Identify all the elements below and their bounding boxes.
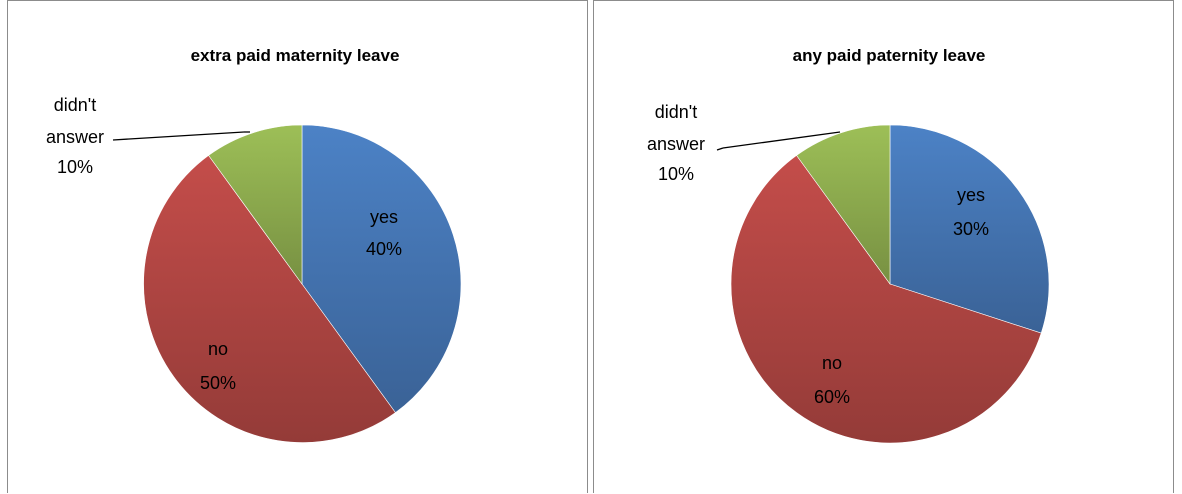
pie-slice-yes bbox=[301, 124, 462, 414]
chart-title: extra paid maternity leave bbox=[191, 46, 400, 65]
slice-label-yes: yes bbox=[957, 185, 985, 205]
leader-line bbox=[112, 131, 245, 141]
slice-pct-yes: 40% bbox=[366, 239, 402, 259]
chart-title: any paid paternity leave bbox=[793, 46, 986, 65]
slice-label-didnt-line2: answer bbox=[647, 134, 705, 154]
slice-label-didnt-line2: answer bbox=[46, 127, 104, 147]
slice-pct-didnt: 10% bbox=[658, 164, 694, 184]
slice-label-yes: yes bbox=[370, 207, 398, 227]
pie-slice-yes bbox=[889, 124, 1050, 334]
slice-label-no: no bbox=[822, 353, 842, 373]
pie-slice-didn-t-answer bbox=[796, 124, 891, 285]
slice-label-didnt-line1: didn't bbox=[54, 95, 96, 115]
slice-pct-no: 60% bbox=[814, 387, 850, 407]
leader-line bbox=[716, 147, 724, 151]
pie-slice-no bbox=[143, 154, 396, 443]
pie-chart-paternity: any paid paternity leave yes 30% no 60% … bbox=[647, 46, 1050, 444]
pie-slice-didn-t-answer bbox=[208, 124, 303, 285]
chart-panel-paternity: any paid paternity leave yes 30% no 60% … bbox=[593, 0, 1174, 493]
leader-line bbox=[722, 131, 841, 149]
slice-pct-didnt: 10% bbox=[57, 157, 93, 177]
slice-label-didnt-line1: didn't bbox=[655, 102, 697, 122]
slice-pct-no: 50% bbox=[200, 373, 236, 393]
chart-panel-maternity: extra paid maternity leave yes 40% no 50… bbox=[7, 0, 588, 493]
pie-chart-maternity: extra paid maternity leave yes 40% no 50… bbox=[46, 46, 462, 443]
pie-slices bbox=[143, 124, 462, 443]
slice-label-no: no bbox=[208, 339, 228, 359]
pie-slices bbox=[730, 124, 1050, 444]
pie-slice-no bbox=[730, 154, 1042, 444]
slice-pct-yes: 30% bbox=[953, 219, 989, 239]
